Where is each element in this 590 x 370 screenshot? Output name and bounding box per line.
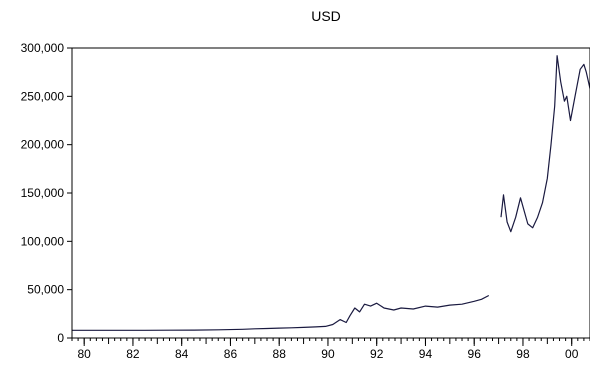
chart-title: USD bbox=[311, 8, 341, 24]
x-tick-label: 80 bbox=[78, 347, 92, 361]
y-tick-label: 300,000 bbox=[21, 41, 65, 55]
y-tick-label: 150,000 bbox=[21, 186, 65, 200]
x-tick-label: 84 bbox=[175, 347, 189, 361]
x-tick-label: 82 bbox=[126, 347, 140, 361]
y-tick-label: 250,000 bbox=[21, 89, 65, 103]
y-tick-label: 100,000 bbox=[21, 234, 65, 248]
x-tick-label: 98 bbox=[516, 347, 530, 361]
x-tick-label: 88 bbox=[273, 347, 287, 361]
y-tick-label: 50,000 bbox=[27, 283, 64, 297]
plot-frame bbox=[71, 47, 590, 339]
x-tick-label: 90 bbox=[321, 347, 335, 361]
x-tick-label: 92 bbox=[370, 347, 384, 361]
series-line-segment bbox=[500, 55, 590, 233]
series-layer bbox=[72, 55, 590, 331]
x-tick-label: 86 bbox=[224, 347, 238, 361]
y-axis: 0 50,000 100,000 150,000 200,000 250,000 300,0… bbox=[21, 41, 72, 345]
x-tick-label: 00 bbox=[565, 347, 579, 361]
y-tick-label: 0 bbox=[57, 331, 64, 345]
x-tick-label: 96 bbox=[468, 347, 482, 361]
x-tick-label: 94 bbox=[419, 347, 433, 361]
y-tick-label: 200,000 bbox=[21, 138, 65, 152]
x-axis: 80 82 84 86 88 90 92 94 96 98 00 bbox=[71, 338, 590, 361]
series-line-segment bbox=[72, 294, 490, 331]
